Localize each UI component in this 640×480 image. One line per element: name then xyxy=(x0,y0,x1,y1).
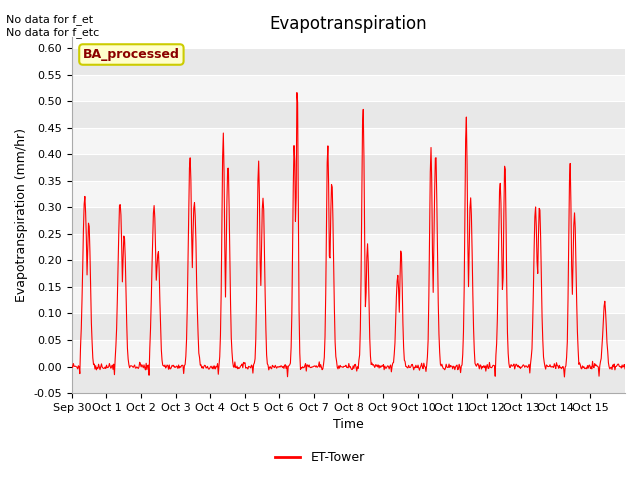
Legend: ET-Tower: ET-Tower xyxy=(270,446,370,469)
Bar xyxy=(72,180,625,207)
Text: BA_processed: BA_processed xyxy=(83,48,180,61)
X-axis label: Time: Time xyxy=(333,419,364,432)
Text: No data for f_et
No data for f_etc: No data for f_et No data for f_etc xyxy=(6,14,100,38)
Bar xyxy=(72,234,625,260)
Bar xyxy=(72,367,625,393)
Bar xyxy=(72,287,625,313)
Bar xyxy=(72,260,625,287)
Bar xyxy=(72,313,625,340)
Bar xyxy=(72,154,625,180)
Y-axis label: Evapotranspiration (mm/hr): Evapotranspiration (mm/hr) xyxy=(15,128,28,302)
Bar xyxy=(72,101,625,128)
Title: Evapotranspiration: Evapotranspiration xyxy=(269,15,428,33)
Bar xyxy=(72,340,625,367)
Bar xyxy=(72,128,625,154)
Bar xyxy=(72,207,625,234)
Bar xyxy=(72,74,625,101)
Bar xyxy=(72,48,625,74)
